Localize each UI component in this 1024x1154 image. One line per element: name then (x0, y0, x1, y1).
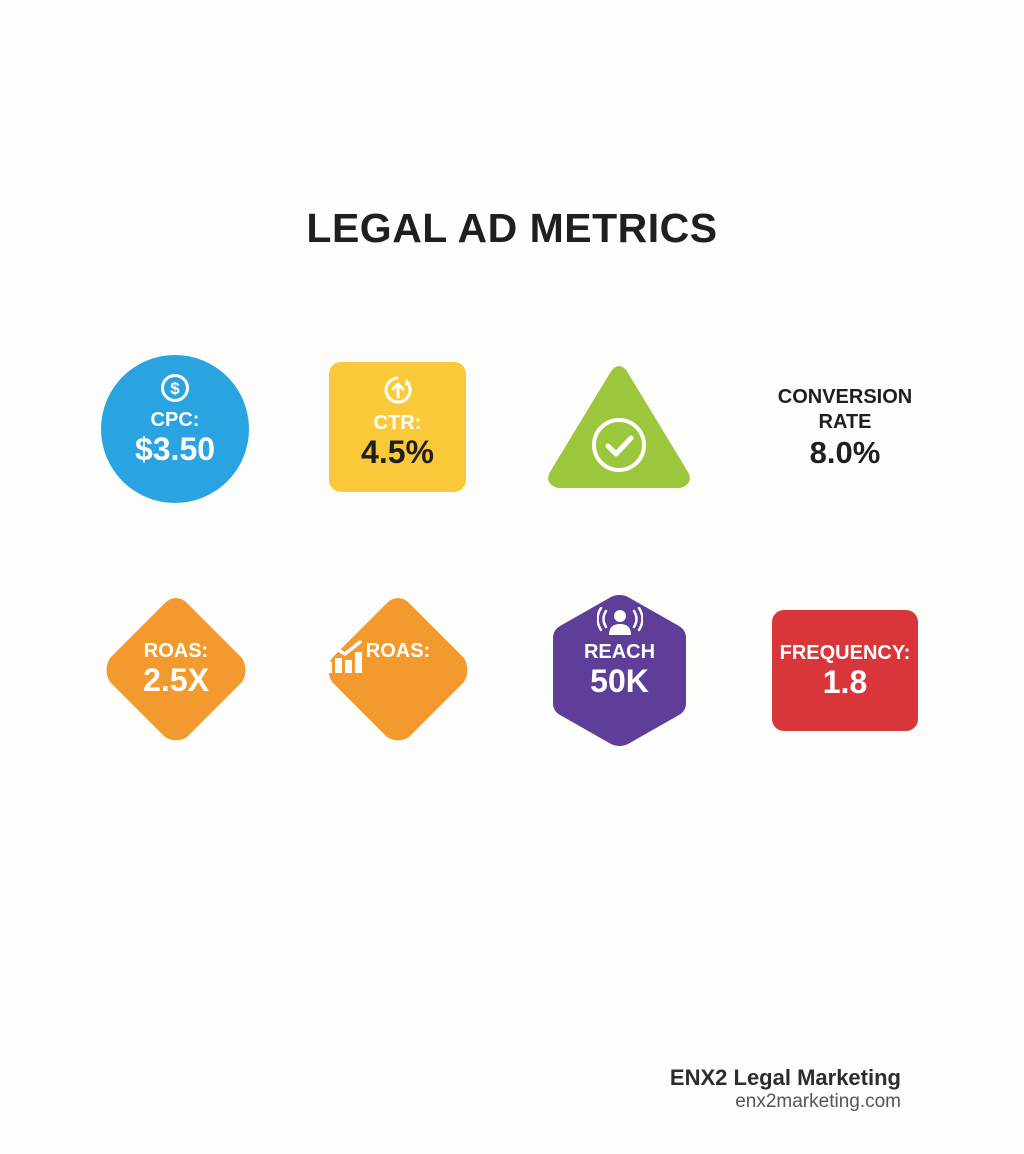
metric-label: REACH (583, 641, 656, 663)
metric-label: FREQUENCY: (779, 642, 911, 664)
metric-value: $3.50 (134, 431, 216, 467)
footer-branding: ENX2 Legal Marketing enx2marketing.com (670, 1065, 901, 1113)
dollar-circle-icon: $ (160, 373, 190, 403)
metric-roas-2: ROAS: (323, 594, 473, 746)
brand-name: ENX2 Legal Marketing (669, 1065, 901, 1090)
diamond-shape (328, 598, 468, 741)
metric-roas-1: ROAS: 2.5X (101, 594, 251, 746)
metric-label: ROAS: (365, 640, 431, 662)
metric-value: 4.5% (361, 434, 434, 470)
rounded-rectangle-shape (772, 610, 918, 731)
metric-conversion-icon (544, 360, 694, 492)
metric-conversion-rate: CONVERSION RATE 8.0% (765, 385, 925, 471)
metric-value: 1.8 (822, 664, 868, 700)
page-title: LEGAL AD METRICS (306, 205, 718, 251)
metric-value: 2.5X (143, 662, 209, 698)
metric-label: CTR: (373, 412, 422, 434)
metric-value: 50K (590, 663, 649, 699)
svg-text:$: $ (170, 379, 180, 398)
metric-cpc: $ CPC: $3.50 (101, 355, 249, 503)
website-text: enx2marketing.com (735, 1091, 901, 1112)
metric-value: 8.0% (809, 435, 881, 470)
diamond-shape (106, 598, 246, 741)
circle-shape (101, 355, 249, 503)
broadcast-person-icon (596, 607, 643, 637)
triangle-shape (548, 366, 690, 488)
circular-arrow-up-icon (382, 374, 414, 406)
metric-ctr: CTR: 4.5% (329, 362, 466, 492)
metric-label: CPC: (150, 409, 200, 431)
metric-frequency: FREQUENCY: 1.8 (772, 610, 918, 731)
hexagon-shape (553, 595, 686, 746)
metric-label-line-1: CONVERSION (777, 386, 913, 408)
metric-label-line-2: RATE (818, 411, 872, 433)
metric-label: ROAS: (143, 640, 209, 662)
metric-reach: REACH 50K (552, 593, 687, 748)
